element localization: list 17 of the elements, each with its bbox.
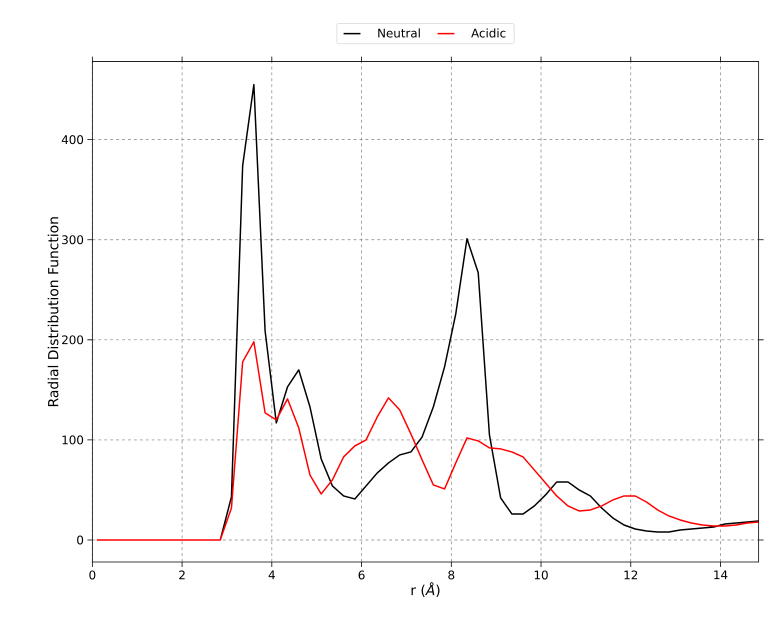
y-tick-label: 100 xyxy=(62,436,84,445)
legend-label: Neutral xyxy=(378,28,420,38)
x-tick-label: 12 xyxy=(624,570,638,580)
x-tick-label: 2 xyxy=(179,570,185,580)
x-tick-label: 6 xyxy=(358,570,365,580)
y-axis-title: Radial Distribution Function xyxy=(48,217,58,406)
y-tick-label: 200 xyxy=(62,336,84,345)
x-tick-label: 8 xyxy=(448,570,454,580)
legend-label: Acidic xyxy=(471,28,506,38)
y-tick-label: 0 xyxy=(77,536,84,545)
y-tick-label: 300 xyxy=(62,235,84,244)
x-tick-label: 10 xyxy=(534,570,548,580)
x-tick-label: 14 xyxy=(714,570,728,580)
y-tick-label: 400 xyxy=(62,135,84,144)
x-axis-title: r (Å) xyxy=(412,582,440,598)
x-tick-label: 0 xyxy=(89,570,96,580)
x-tick-label: 4 xyxy=(268,570,275,580)
